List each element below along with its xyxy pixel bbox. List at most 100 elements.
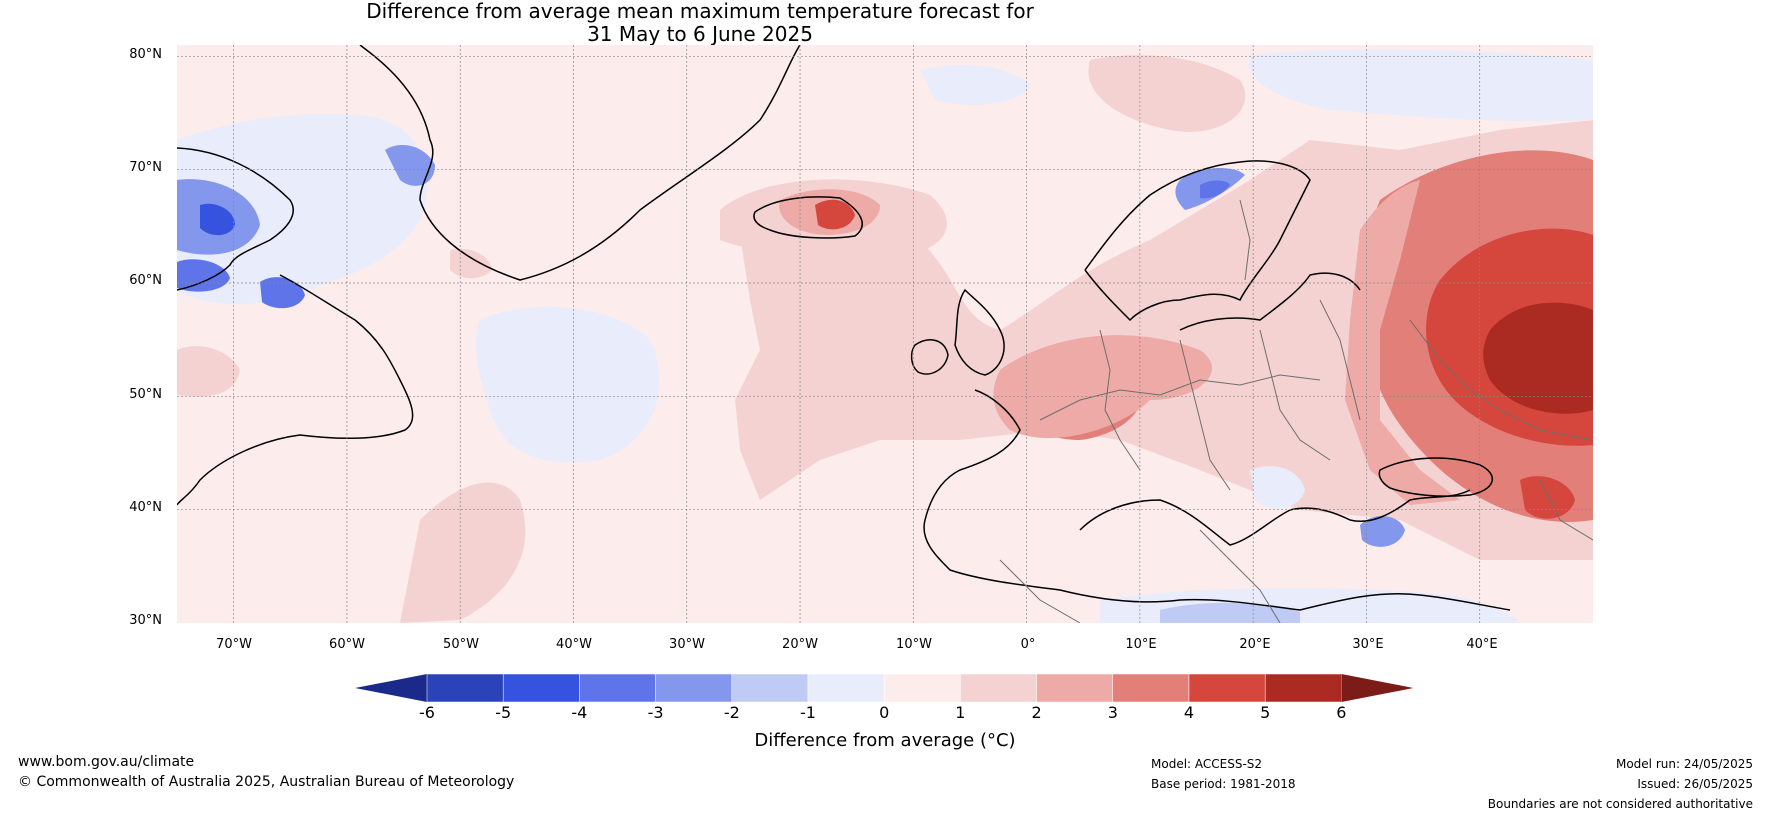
colorbar-title: Difference from average (°C): [754, 730, 1016, 751]
colorbar-swatch: [807, 673, 885, 703]
north-europe-warm: [1088, 55, 1246, 132]
balkans-cool: [1250, 466, 1305, 509]
title-line-1: Difference from average mean maximum tem…: [366, 0, 1034, 23]
colorbar-tick-label: 4: [1183, 703, 1195, 722]
footer-copyright: © Commonwealth of Australia 2025, Austra…: [18, 774, 515, 790]
colorbar-swatch: [1036, 673, 1114, 703]
colorbar-tick-label: 2: [1031, 703, 1042, 722]
title-line-2: 31 May to 6 June 2025: [587, 22, 813, 46]
border-2: [1099, 329, 1141, 471]
footer-model-run: Model run: 24/05/2025: [1615, 757, 1753, 771]
colorbar-swatch: [502, 673, 580, 703]
border-6: [1409, 319, 1593, 441]
colorbar-tick-label: -1: [800, 703, 816, 722]
lon-label-70w: 70°W: [216, 637, 252, 652]
border-3: [1179, 339, 1231, 491]
british-isles-coast: [954, 288, 1005, 376]
colorbar-tick-label: 3: [1107, 703, 1118, 722]
lon-label-60w: 60°W: [329, 637, 365, 652]
lon-label-20e: 20°E: [1239, 637, 1271, 652]
colorbar-tick-label: 1: [955, 703, 966, 722]
colorbar-swatch: [731, 673, 809, 703]
coastlines: [177, 45, 1511, 611]
colorbar-extend-low: [355, 674, 427, 702]
colorbar-tick-label: 6: [1336, 703, 1347, 722]
border-5: [1319, 299, 1361, 421]
colorbar-tick-label: -3: [647, 703, 664, 722]
lon-label-10e: 10°E: [1125, 637, 1157, 652]
colorbar-swatch: [883, 673, 961, 703]
border-7: [1239, 199, 1251, 281]
western-europe-coast: [923, 389, 1511, 611]
baffin-cool-1: [177, 113, 428, 305]
lat-label-80n: 80°N: [129, 47, 162, 62]
subtropical-warm: [400, 482, 526, 623]
colorbar-swatch: [960, 673, 1037, 703]
colorbar-extend-high: [1341, 674, 1414, 702]
lat-label-40n: 40°N: [129, 500, 162, 515]
colorbar-swatch: [426, 673, 504, 703]
colorbar-swatch: [579, 673, 656, 703]
iceland-coast: [753, 196, 863, 239]
border-9: [999, 559, 1081, 623]
colorbar-swatch: [1112, 673, 1190, 703]
norway-cool-3: [1200, 180, 1230, 199]
colorbar-tick-label: -2: [723, 703, 740, 722]
lat-label-60n: 60°N: [129, 273, 162, 288]
baffin-cool-3: [200, 203, 235, 236]
map-area: [177, 45, 1593, 623]
east-europe-warm-3: [1345, 180, 1460, 505]
colorbar-tick-label: -5: [495, 703, 512, 722]
colorbar-swatch: [1188, 673, 1266, 703]
graticule: [177, 45, 1593, 623]
lon-label-40w: 40°W: [556, 637, 592, 652]
title: Difference from average mean maximum tem…: [366, 0, 1034, 46]
colorbar-tick-label: -6: [419, 703, 435, 722]
davis-cool: [385, 145, 435, 186]
labrador-cool-2: [177, 259, 230, 292]
footer-boundaries: Boundaries are not considered authoritat…: [1487, 797, 1753, 811]
aegean-cool: [1360, 515, 1405, 547]
west-atlantic-warm: [177, 346, 240, 397]
lat-label-70n: 70°N: [129, 160, 162, 175]
lon-label-30e: 30°E: [1352, 637, 1384, 652]
footer-website[interactable]: www.bom.gov.au/climate: [18, 754, 195, 770]
anomaly-shading: [177, 49, 1593, 623]
ireland-coast: [910, 339, 949, 375]
colorbar-swatch: [1264, 673, 1342, 703]
border-8: [1199, 529, 1281, 623]
iceland-warm-4: [815, 199, 855, 230]
black-sea-coast: [1378, 457, 1493, 497]
border-10: [1539, 479, 1593, 541]
footer-issued: Issued: 26/05/2025: [1637, 777, 1753, 791]
baffin-coast: [177, 147, 294, 291]
lon-label-0: 0°: [1020, 637, 1036, 652]
lon-label-30w: 30°W: [669, 637, 705, 652]
lat-label-30n: 30°N: [129, 613, 162, 628]
labrador-coast: [177, 274, 414, 506]
footer-model: Model: ACCESS-S2: [1151, 757, 1263, 771]
colorbar-tick-label: 0: [879, 703, 890, 722]
labrador-cool-3: [260, 277, 305, 309]
north-sea-cool: [920, 65, 1030, 105]
russia-warm-6: [1483, 302, 1593, 414]
lon-label-20w: 20°W: [782, 637, 818, 652]
colorbar-tick-label: -4: [571, 703, 588, 722]
country-borders: [999, 199, 1593, 623]
lat-label-50n: 50°N: [129, 387, 162, 402]
footer-base-period: Base period: 1981-2018: [1151, 777, 1296, 791]
colorbar-swatch: [655, 673, 733, 703]
turkey-warm-5: [1520, 476, 1575, 519]
arctic-cool: [1248, 49, 1593, 122]
baltic-coast: [1179, 272, 1361, 331]
border-1: [1039, 374, 1321, 421]
colorbar: [355, 673, 1414, 703]
central-europe-warm-2: [993, 335, 1212, 439]
lon-label-50w: 50°W: [443, 637, 479, 652]
mid-atlantic-cool: [475, 306, 660, 463]
colorbar-tick-label: 5: [1260, 703, 1271, 722]
south-cool-2: [1160, 602, 1300, 623]
greenland-coast: [359, 45, 801, 281]
lon-label-10w: 10°W: [896, 637, 932, 652]
